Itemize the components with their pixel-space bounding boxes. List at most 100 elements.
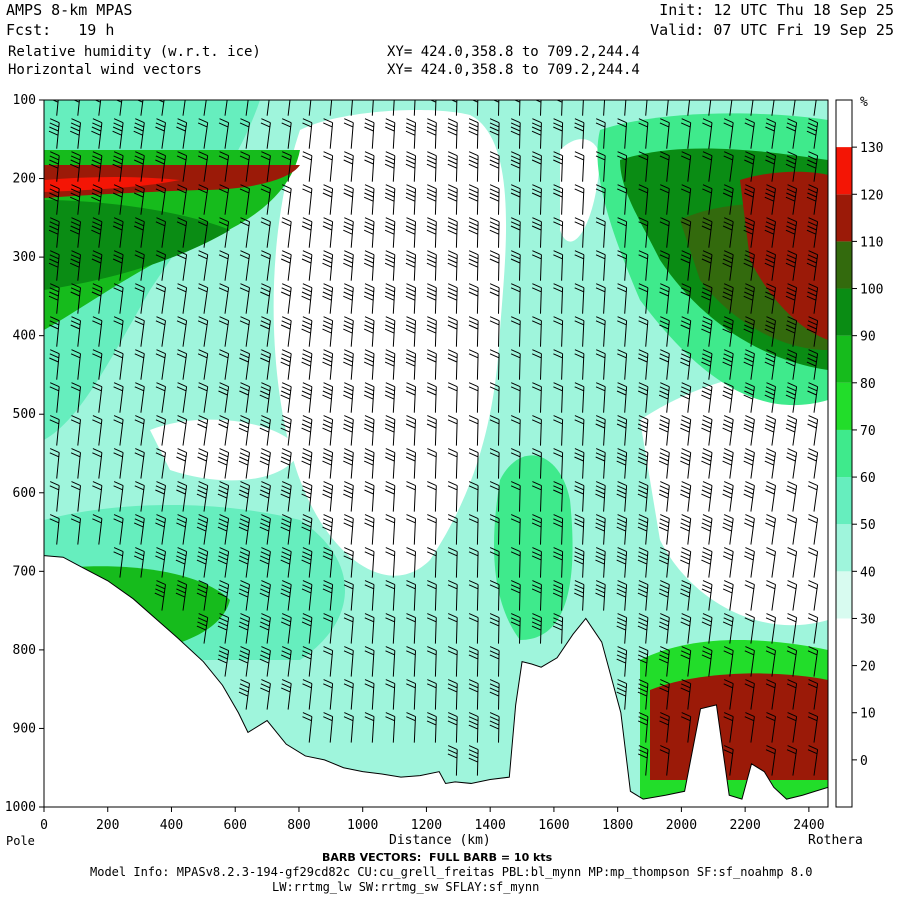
wind-barb bbox=[595, 316, 606, 347]
wind-barb bbox=[489, 349, 500, 380]
wind-barb bbox=[510, 349, 521, 380]
wind-barb bbox=[155, 250, 166, 281]
wind-barb bbox=[744, 547, 755, 578]
wind-barb bbox=[637, 646, 649, 677]
wind-barb bbox=[765, 481, 776, 512]
wind-barb bbox=[680, 250, 692, 281]
wind-barb bbox=[238, 646, 250, 677]
wind-barb bbox=[531, 547, 542, 578]
wind-barb bbox=[510, 118, 521, 149]
wind-barb bbox=[807, 382, 819, 413]
wind-barb bbox=[637, 547, 649, 578]
wind-barb bbox=[406, 580, 416, 611]
wind-barb bbox=[765, 118, 776, 149]
wind-barb bbox=[785, 382, 798, 413]
wind-barb bbox=[617, 250, 628, 281]
wind-barb bbox=[197, 382, 209, 413]
wind-barb bbox=[113, 481, 124, 512]
wind-barb bbox=[807, 481, 819, 512]
x-tick-label: 1800 bbox=[602, 818, 633, 833]
wind-barb bbox=[489, 151, 500, 182]
wind-barb bbox=[743, 316, 755, 347]
wind-barb bbox=[280, 448, 292, 479]
wind-barb bbox=[259, 580, 271, 611]
wind-barb bbox=[49, 382, 60, 413]
wind-barb bbox=[807, 646, 819, 677]
wind-barb bbox=[238, 547, 250, 578]
x-endpoint-left: Pole bbox=[6, 834, 35, 848]
wind-barb bbox=[259, 547, 271, 578]
wind-barb bbox=[426, 613, 437, 644]
wind-barb bbox=[574, 283, 585, 314]
wind-barb bbox=[112, 184, 124, 215]
wind-barb bbox=[785, 151, 798, 182]
wind-barb bbox=[197, 250, 209, 281]
wind-barb bbox=[384, 283, 396, 314]
wind-barb bbox=[553, 151, 564, 182]
wind-barb bbox=[238, 448, 250, 479]
wind-barb bbox=[239, 283, 250, 314]
wind-barb bbox=[468, 448, 479, 479]
wind-barb bbox=[489, 415, 500, 446]
wind-barb bbox=[489, 217, 500, 248]
wind-barb bbox=[510, 250, 521, 281]
wind-barb bbox=[659, 217, 670, 248]
wind-barb bbox=[786, 547, 798, 578]
wind-barb bbox=[638, 151, 649, 182]
wind-barb bbox=[574, 316, 585, 347]
wind-barb bbox=[553, 514, 564, 545]
wind-barb bbox=[744, 118, 755, 149]
wind-barb bbox=[729, 100, 733, 116]
wind-barb bbox=[322, 250, 334, 281]
colorbar-swatch bbox=[836, 288, 852, 336]
wind-barb bbox=[702, 118, 713, 149]
wind-barb bbox=[637, 712, 649, 743]
dry-east bbox=[640, 372, 828, 626]
y-tick-label: 800 bbox=[13, 643, 36, 658]
wind-barb bbox=[197, 151, 209, 182]
wind-barb bbox=[196, 613, 209, 644]
wind-barb bbox=[287, 100, 291, 116]
wind-barb bbox=[702, 151, 713, 182]
wind-barb bbox=[680, 514, 692, 545]
wind-barb bbox=[603, 100, 606, 116]
wind-barb bbox=[574, 448, 585, 479]
wind-barb bbox=[531, 151, 542, 182]
wind-barb bbox=[765, 547, 776, 578]
wind-barb bbox=[616, 547, 628, 578]
wind-barb bbox=[574, 580, 585, 611]
colorbar-swatch bbox=[836, 335, 852, 383]
wind-barb bbox=[806, 349, 819, 380]
wind-barb bbox=[468, 151, 479, 182]
wind-barb bbox=[637, 382, 649, 413]
colorbar-tick-label: 110 bbox=[860, 235, 883, 250]
wind-barb bbox=[468, 712, 479, 743]
wind-barb bbox=[426, 382, 437, 413]
wind-barb bbox=[744, 580, 755, 611]
wind-barb bbox=[392, 100, 395, 116]
wind-barb bbox=[744, 712, 755, 743]
wind-barb bbox=[595, 415, 606, 446]
wind-barb bbox=[645, 100, 648, 116]
colorbar-swatch bbox=[836, 477, 852, 525]
wind-barb bbox=[218, 151, 230, 182]
wind-barb bbox=[70, 415, 81, 446]
wind-barb bbox=[343, 217, 354, 248]
wind-barb bbox=[69, 250, 81, 281]
x-tick-label: 2000 bbox=[666, 818, 697, 833]
colorbar-swatch bbox=[836, 759, 852, 807]
wind-barb bbox=[743, 217, 755, 248]
wind-barb bbox=[531, 382, 542, 413]
wind-barb bbox=[364, 613, 375, 644]
wind-barb bbox=[637, 613, 649, 644]
colorbar-swatch bbox=[836, 429, 852, 478]
plot-area bbox=[44, 100, 828, 807]
wind-barb bbox=[239, 118, 250, 149]
wind-barb bbox=[574, 250, 585, 281]
wind-barb bbox=[807, 712, 819, 743]
wind-barb bbox=[531, 448, 542, 479]
x-axis-label: Distance (km) bbox=[389, 833, 491, 848]
colorbar-swatch bbox=[836, 571, 852, 619]
wind-barb bbox=[218, 250, 230, 281]
wind-barb bbox=[510, 217, 521, 248]
